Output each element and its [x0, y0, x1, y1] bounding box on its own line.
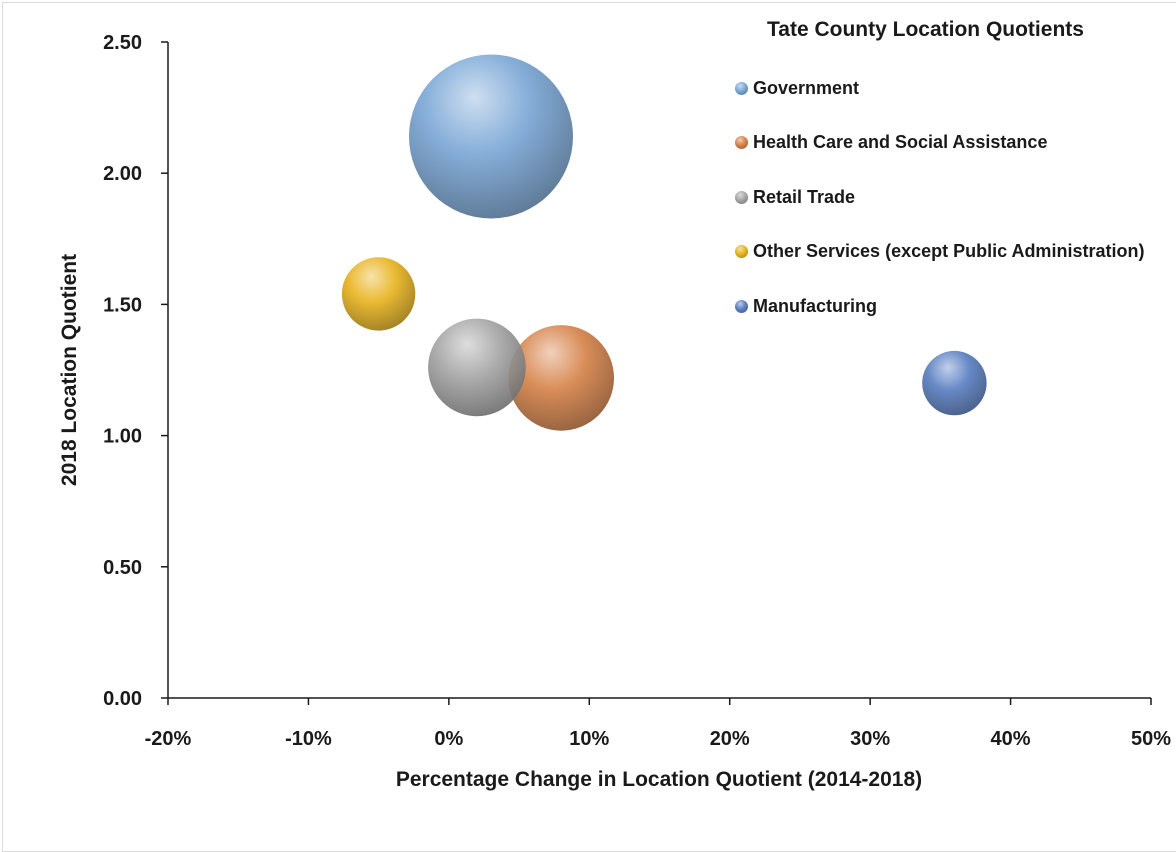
y-tick-label: 2.50	[103, 32, 142, 54]
x-tick-label: -20%	[145, 728, 192, 750]
bubble-government	[409, 54, 573, 219]
bubble-layer	[341, 54, 987, 431]
y-tick-label: 0.00	[103, 688, 142, 710]
x-axis-title: Percentage Change in Location Quotient (…	[396, 768, 922, 791]
y-tick-label: 0.50	[103, 557, 142, 579]
y-tick-label: 1.50	[103, 294, 142, 316]
legend-item: Government	[735, 76, 859, 100]
x-tick-label: 20%	[710, 728, 750, 750]
legend-swatch	[735, 136, 748, 149]
y-tick-label: 1.00	[103, 426, 142, 448]
y-tick-label: 2.00	[103, 163, 142, 185]
legend-label: Manufacturing	[753, 295, 877, 316]
x-tick-label: 0%	[434, 728, 463, 750]
y-axis-title: 2018 Location Quotient	[58, 254, 81, 486]
x-tick-label: 30%	[850, 728, 890, 750]
x-tick-label: -10%	[285, 728, 332, 750]
legend-label: Health Care and Social Assistance	[753, 132, 1048, 152]
legend-swatch	[735, 81, 748, 95]
legend-label: Other Services (except Public Administra…	[753, 241, 1145, 261]
x-tick-label: 10%	[569, 728, 609, 750]
legend-item: Manufacturing	[735, 294, 877, 318]
axes-layer	[161, 41, 1152, 705]
legend-title: Tate County Location Quotients	[767, 18, 1084, 41]
legend-item: Other Services (except Public Administra…	[735, 240, 1144, 264]
bubble-other-services-except-public-administration	[341, 257, 416, 331]
tick-labels-layer: 0.00 0.50 1.00 1.50 2.00 2.50 -20% -10% 0% 10% 20%…	[103, 32, 1171, 750]
legend-label: Government	[753, 77, 860, 98]
legend-swatch	[735, 245, 748, 258]
bubble-retail-trade	[428, 318, 526, 417]
legend-swatch	[735, 299, 748, 313]
legend-item: Retail Trade	[735, 185, 855, 209]
bubble-health-care-and-social-assistance	[508, 325, 614, 431]
legend-swatch	[735, 190, 748, 204]
legend-item: Health Care and Social Assistance	[735, 131, 1047, 155]
x-tick-label: 50%	[1131, 728, 1171, 750]
bubble-manufacturing	[922, 350, 987, 416]
legend-label: Retail Trade	[753, 186, 856, 207]
x-tick-label: 40%	[991, 728, 1031, 750]
